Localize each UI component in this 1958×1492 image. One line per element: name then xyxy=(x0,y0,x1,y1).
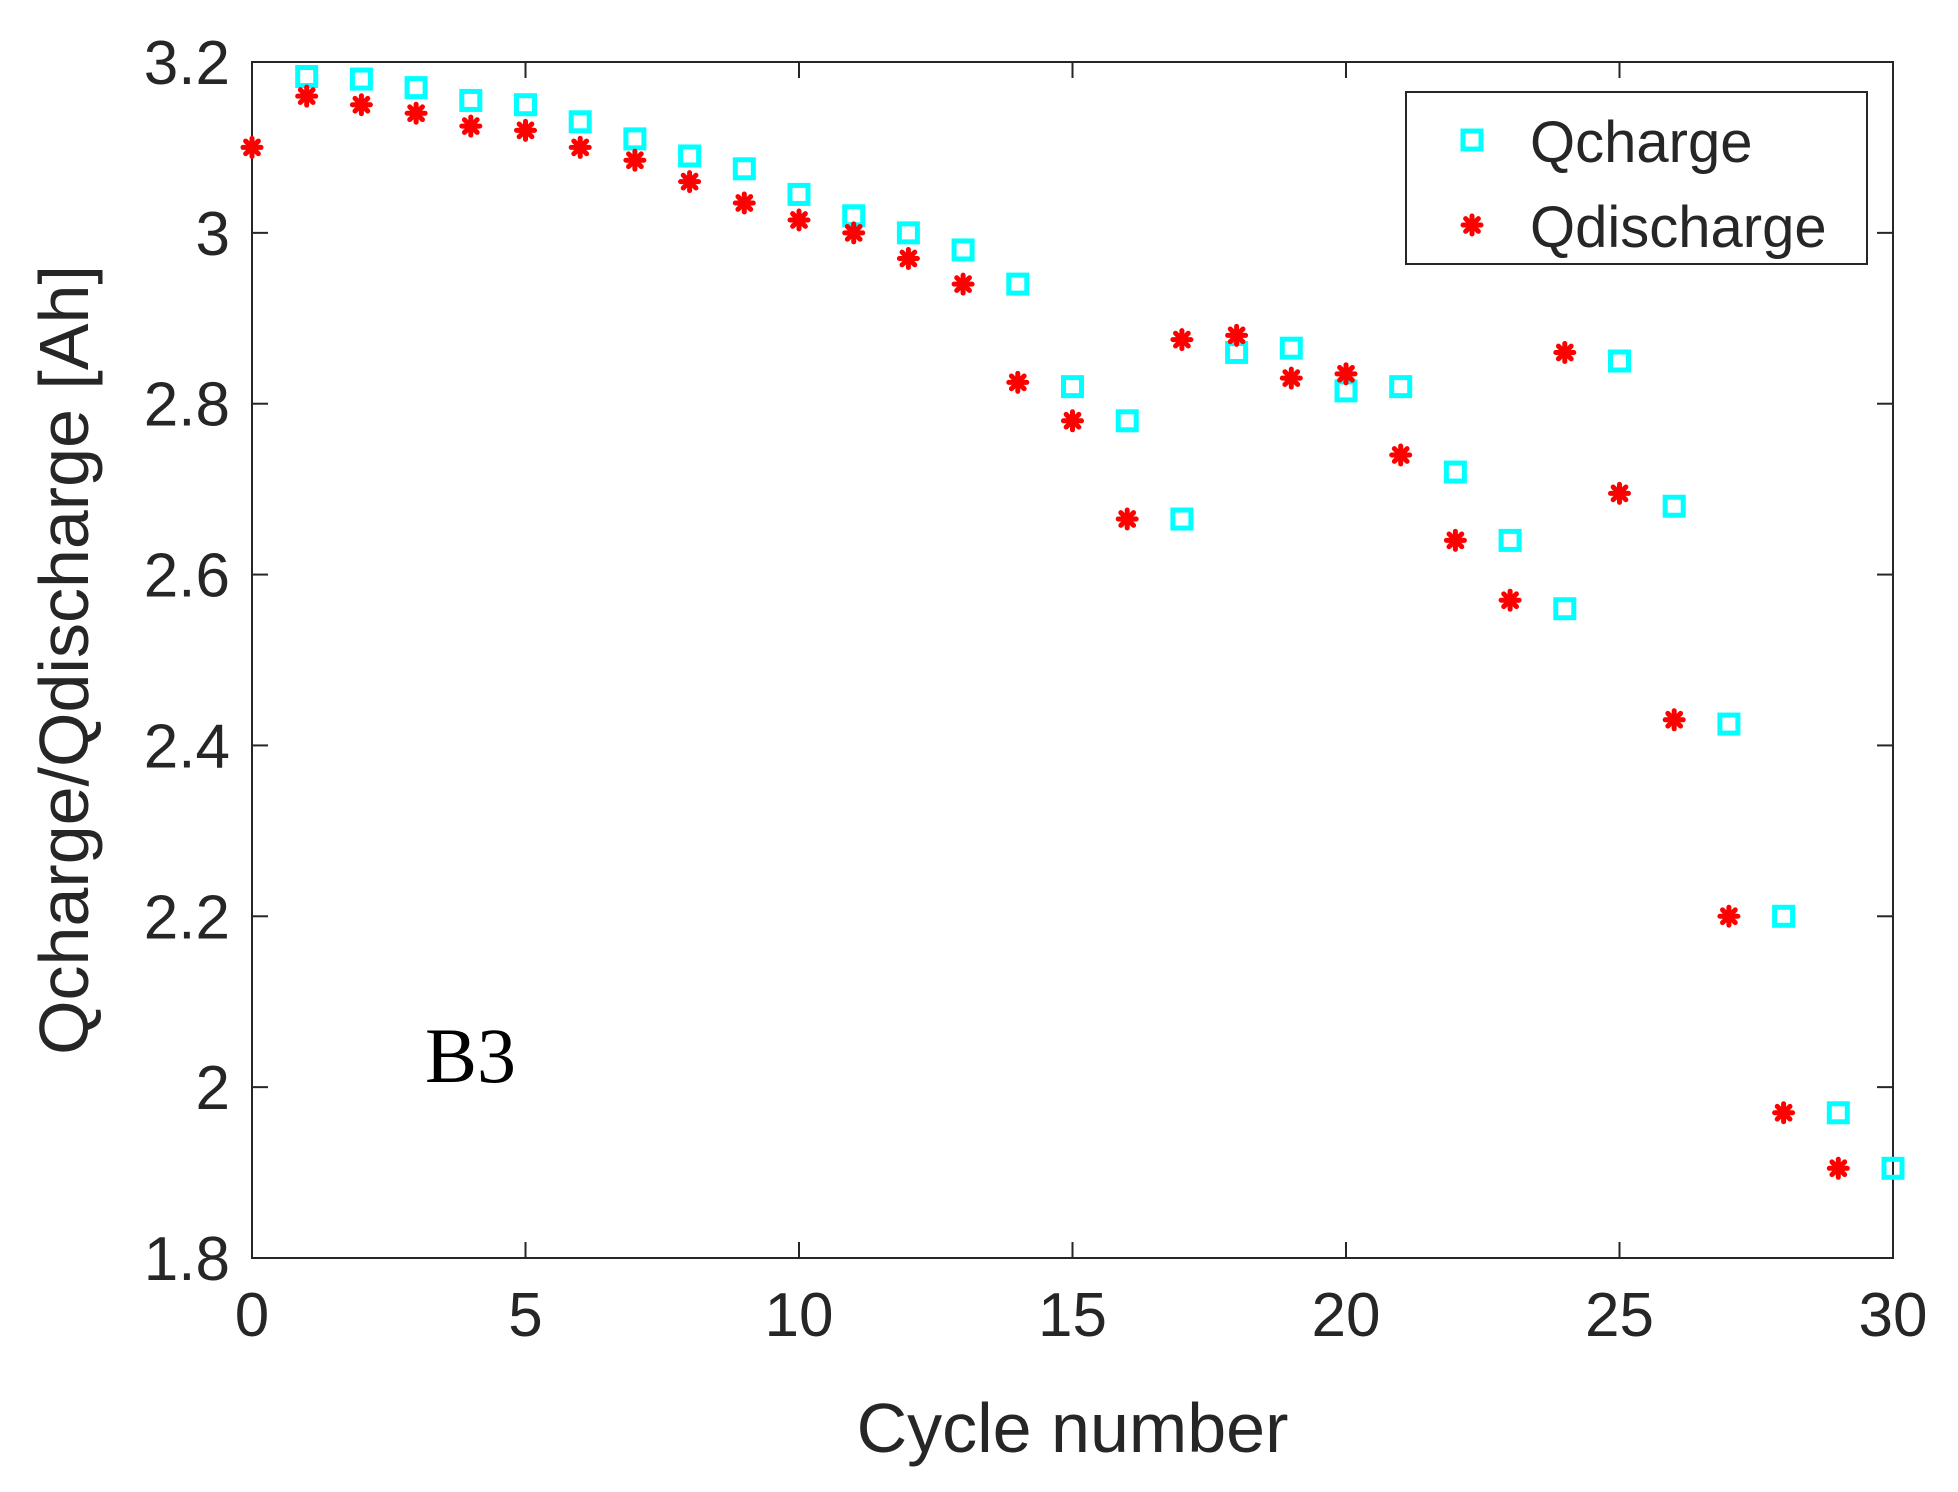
data-point-qcharge xyxy=(1389,375,1413,399)
x-axis-label: Cycle number xyxy=(857,1389,1289,1467)
data-point-qdischarge xyxy=(349,93,373,117)
legend-box xyxy=(1405,91,1868,265)
y-tick-label: 2.2 xyxy=(144,883,230,952)
series-qcharge xyxy=(295,65,1905,1180)
data-point-qcharge xyxy=(404,76,428,100)
data-point-qcharge xyxy=(896,221,920,245)
data-point-qdischarge xyxy=(1662,708,1686,732)
legend-entry-qdischarge: Qdischarge xyxy=(1460,195,1827,260)
data-point-qdischarge xyxy=(295,84,319,108)
x-tick-label: 25 xyxy=(1585,1281,1654,1350)
y-tick-label: 2.6 xyxy=(144,542,230,611)
x-tick-label: 15 xyxy=(1038,1281,1107,1350)
data-point-qcharge xyxy=(678,144,702,168)
data-point-qdischarge xyxy=(514,118,537,142)
y-tick-label: 2 xyxy=(196,1054,230,1123)
legend: Qcharge Qdischarge xyxy=(1405,91,1868,265)
data-point-qcharge xyxy=(459,88,483,112)
data-point-qcharge xyxy=(1498,528,1522,552)
data-point-qdischarge xyxy=(1115,507,1139,531)
x-tick-label: 30 xyxy=(1859,1281,1928,1350)
legend-label: Qcharge xyxy=(1530,110,1752,175)
data-point-qcharge xyxy=(951,238,975,262)
y-tick-label: 1.8 xyxy=(144,1225,230,1294)
data-point-qcharge xyxy=(1881,1156,1905,1180)
y-tick-label: 2.8 xyxy=(144,371,230,440)
x-tick-label: 10 xyxy=(765,1281,834,1350)
x-tick-label: 5 xyxy=(508,1281,542,1350)
data-point-qdischarge xyxy=(787,208,811,232)
data-point-qcharge xyxy=(349,67,373,91)
legend-entries: Qcharge Qdischarge xyxy=(1460,110,1827,260)
data-point-qcharge xyxy=(1115,409,1139,433)
data-point-qdischarge xyxy=(842,221,866,245)
data-point-qdischarge xyxy=(1225,323,1249,347)
legend-marker-square xyxy=(1460,128,1484,152)
plot-annotation: B3 xyxy=(425,1012,516,1099)
data-point-qdischarge xyxy=(678,170,702,194)
data-point-qdischarge xyxy=(1006,370,1030,394)
data-point-qcharge xyxy=(1279,336,1303,360)
data-point-qdischarge xyxy=(1553,340,1577,364)
data-point-qcharge xyxy=(568,110,592,134)
data-point-qdischarge xyxy=(1170,328,1194,352)
data-point-qdischarge xyxy=(1389,443,1413,467)
data-point-qcharge xyxy=(1717,712,1741,736)
y-tick-label: 3.2 xyxy=(144,29,230,98)
data-point-qdischarge xyxy=(1608,481,1631,505)
data-point-qcharge xyxy=(1170,507,1194,531)
data-point-qdischarge xyxy=(240,135,264,159)
data-point-qdischarge xyxy=(732,191,756,215)
data-point-qcharge xyxy=(1061,375,1084,399)
data-point-qcharge xyxy=(1006,272,1030,296)
legend-label: Qdischarge xyxy=(1530,195,1827,260)
data-point-qdischarge xyxy=(1772,1101,1796,1125)
y-tick-label: 3 xyxy=(196,200,230,269)
data-point-qdischarge xyxy=(1061,409,1084,433)
legend-marker-asterisk xyxy=(1460,213,1484,237)
data-point-qcharge xyxy=(1608,349,1631,373)
data-point-qdischarge xyxy=(568,135,592,159)
legend-entry-qcharge: Qcharge xyxy=(1460,110,1752,175)
data-point-qdischarge xyxy=(896,246,920,270)
data-points xyxy=(240,65,1905,1180)
data-point-qdischarge xyxy=(404,101,428,125)
data-point-qdischarge xyxy=(623,148,647,172)
y-axis-label: Qcharge/Qdischarge [Ah] xyxy=(25,265,103,1055)
data-point-qdischarge xyxy=(1443,528,1467,552)
data-point-qcharge xyxy=(732,157,756,181)
series-qdischarge xyxy=(240,84,1850,1180)
data-point-qcharge xyxy=(1662,494,1686,518)
data-point-qdischarge xyxy=(1717,904,1741,928)
data-point-qdischarge xyxy=(1279,366,1303,390)
x-tick-label: 20 xyxy=(1312,1281,1381,1350)
x-tick-label: 0 xyxy=(235,1281,269,1350)
data-point-qdischarge xyxy=(1334,362,1358,386)
data-point-qcharge xyxy=(787,182,811,206)
ticks: 0 5 10 15 20 25 30 1.8 2 2.2 2.4 2.6 2.8 3 3.2 xyxy=(144,29,1928,1350)
data-point-qdischarge xyxy=(1826,1156,1850,1180)
data-point-qcharge xyxy=(1443,460,1467,484)
data-point-qcharge xyxy=(623,127,647,151)
data-point-qcharge xyxy=(1772,904,1796,928)
data-point-qdischarge xyxy=(1498,588,1522,612)
data-point-qdischarge xyxy=(951,272,975,296)
data-point-qcharge xyxy=(1553,597,1577,621)
data-point-qcharge xyxy=(514,93,537,117)
data-point-qdischarge xyxy=(459,114,483,138)
data-point-qcharge xyxy=(1826,1101,1850,1125)
y-tick-label: 2.4 xyxy=(144,712,230,781)
